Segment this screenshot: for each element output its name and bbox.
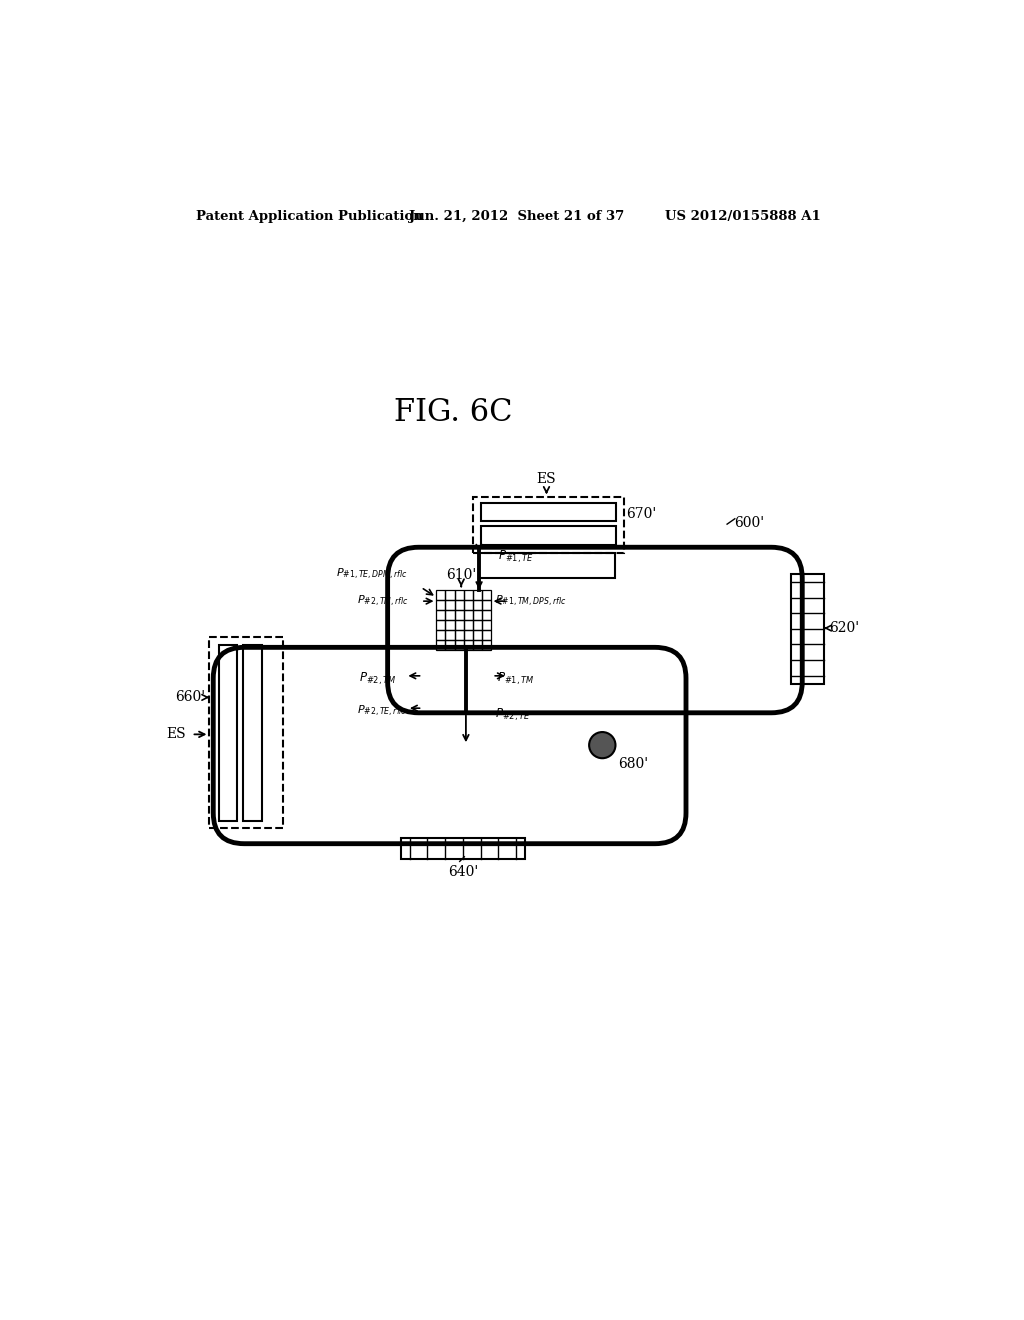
Bar (473, 619, 481, 630)
Bar (481, 630, 490, 640)
Bar (455, 630, 464, 640)
Bar (481, 590, 490, 599)
Text: $P_{\#1,TE,DPM,rflc}$: $P_{\#1,TE,DPM,rflc}$ (336, 566, 408, 582)
Text: 620': 620' (829, 622, 859, 635)
Bar (445, 619, 455, 630)
Text: ES: ES (167, 727, 186, 742)
Bar (481, 610, 490, 619)
Text: 660': 660' (175, 690, 206, 705)
Text: Patent Application Publication: Patent Application Publication (197, 210, 423, 223)
Text: $P_{\#2,TE,rflc}$: $P_{\#2,TE,rflc}$ (356, 704, 407, 719)
Text: $P_{\#2,TE}$: $P_{\#2,TE}$ (496, 706, 531, 722)
Bar (481, 619, 490, 630)
Bar (479, 553, 614, 578)
Bar (464, 640, 473, 649)
Bar (464, 610, 473, 619)
Text: 600': 600' (734, 516, 764, 531)
Bar (436, 590, 445, 599)
Circle shape (589, 733, 615, 758)
Bar (436, 640, 445, 649)
Text: 610': 610' (445, 568, 476, 582)
Text: 640': 640' (447, 866, 478, 879)
Bar (792, 574, 824, 684)
Bar (464, 630, 473, 640)
Bar (436, 610, 445, 619)
Bar (445, 599, 455, 610)
Bar (455, 599, 464, 610)
Bar (455, 590, 464, 599)
Bar (480, 527, 616, 545)
Bar (481, 599, 490, 610)
Bar (464, 590, 473, 599)
Bar (436, 630, 445, 640)
Bar (455, 610, 464, 619)
Bar (473, 630, 481, 640)
Text: $P_{\#1,TM}$: $P_{\#1,TM}$ (497, 671, 535, 688)
Text: 680': 680' (617, 758, 648, 771)
Text: $P_{\#1,TM,DPS,rflc}$: $P_{\#1,TM,DPS,rflc}$ (496, 594, 567, 609)
Bar (436, 599, 445, 610)
Bar (481, 640, 490, 649)
Text: FIG. 6C: FIG. 6C (394, 397, 513, 428)
Bar (436, 619, 445, 630)
Bar (473, 640, 481, 649)
Text: US 2012/0155888 A1: US 2012/0155888 A1 (665, 210, 821, 223)
Bar (219, 645, 238, 821)
Bar (473, 498, 624, 553)
Bar (464, 599, 473, 610)
Bar (445, 630, 455, 640)
Bar (473, 590, 481, 599)
Bar (455, 640, 464, 649)
Bar (455, 619, 464, 630)
Text: $P_{\#2,TM,rflc}$: $P_{\#2,TM,rflc}$ (356, 594, 409, 609)
Text: ES: ES (537, 471, 556, 486)
Bar (473, 599, 481, 610)
Bar (244, 645, 262, 821)
Text: 670': 670' (627, 507, 656, 521)
Text: $P_{\#1,TE}$: $P_{\#1,TE}$ (498, 549, 534, 565)
Bar (445, 590, 455, 599)
Bar (464, 619, 473, 630)
Bar (445, 610, 455, 619)
Bar (209, 638, 283, 829)
Text: $P_{\#2,TM}$: $P_{\#2,TM}$ (359, 671, 396, 688)
Bar (480, 503, 616, 521)
Bar (473, 610, 481, 619)
Bar (445, 640, 455, 649)
Text: Jun. 21, 2012  Sheet 21 of 37: Jun. 21, 2012 Sheet 21 of 37 (409, 210, 624, 223)
Bar (400, 838, 524, 859)
